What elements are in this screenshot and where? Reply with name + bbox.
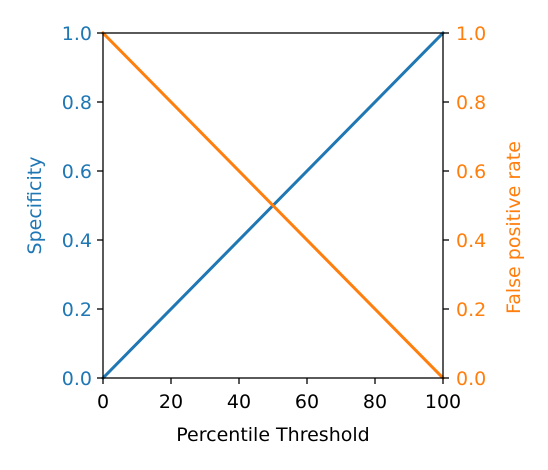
x-tick-label: 80 <box>363 391 387 413</box>
right-y-tick-label: 0.6 <box>456 161 486 183</box>
right-y-tick-label: 1.0 <box>456 23 486 45</box>
x-tick-label: 40 <box>227 391 251 413</box>
plot-frame <box>102 32 444 379</box>
x-axis-label: Percentile Threshold <box>176 424 369 446</box>
right-y-axis: 0.0 0.2 0.4 0.6 0.8 1.0 <box>443 23 486 390</box>
x-tick-label: 60 <box>295 391 319 413</box>
x-tick-label: 0 <box>97 391 109 413</box>
left-y-axis: 0.0 0.2 0.4 0.6 0.8 1.0 <box>62 23 103 390</box>
x-axis: 0 20 40 60 80 100 <box>97 378 461 413</box>
left-y-tick-label: 0.6 <box>62 161 92 183</box>
series-line-false-positive-rate <box>100 30 446 381</box>
left-y-tick-label: 0.8 <box>62 92 92 114</box>
left-y-tick-label: 0.0 <box>62 368 92 390</box>
right-y-tick-label: 0.2 <box>456 299 486 321</box>
right-y-tick-label: 0.8 <box>456 92 486 114</box>
right-y-tick-label: 0.4 <box>456 230 486 252</box>
x-tick-label: 20 <box>159 391 183 413</box>
plot-marks <box>100 30 446 381</box>
left-y-tick-label: 0.4 <box>62 230 92 252</box>
left-y-axis-label: Specificity <box>24 157 46 255</box>
left-y-tick-label: 1.0 <box>62 23 92 45</box>
x-tick-label: 100 <box>425 391 461 413</box>
left-y-tick-label: 0.2 <box>62 299 92 321</box>
right-y-axis-label: False positive rate <box>503 141 525 314</box>
right-y-tick-label: 0.0 <box>456 368 486 390</box>
